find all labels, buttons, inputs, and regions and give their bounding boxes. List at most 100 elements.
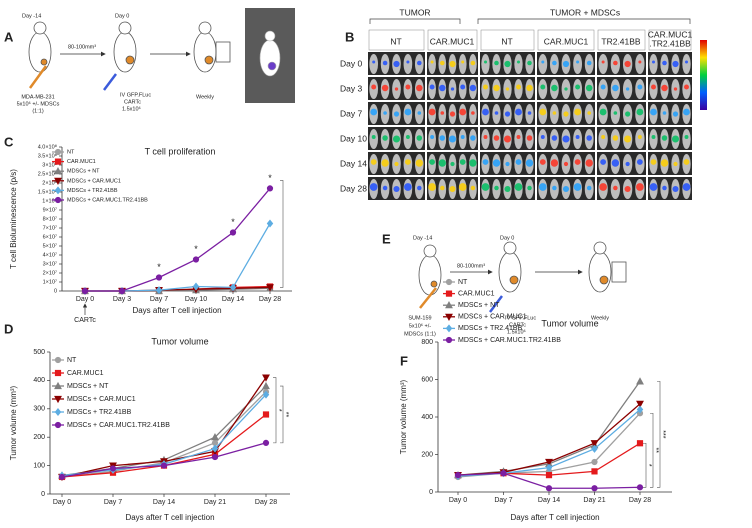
signal bbox=[625, 161, 630, 167]
signal bbox=[460, 135, 465, 139]
marker bbox=[54, 158, 62, 165]
marker bbox=[454, 472, 462, 479]
signal bbox=[440, 185, 445, 191]
signal bbox=[601, 60, 605, 64]
marker bbox=[155, 286, 163, 295]
y-tick-label: 1×10⁸ bbox=[42, 197, 57, 204]
signal bbox=[662, 185, 667, 191]
x-tick-label: Day 28 bbox=[259, 296, 281, 303]
column-label: NT bbox=[390, 36, 401, 46]
signal bbox=[672, 111, 679, 117]
bracket bbox=[477, 18, 691, 24]
signal bbox=[587, 111, 591, 115]
signal bbox=[416, 135, 423, 141]
signal bbox=[538, 183, 547, 191]
mouse-image bbox=[458, 129, 467, 149]
y-tick-label: 3×10⁷ bbox=[43, 260, 57, 267]
y-tick-label: 300 bbox=[33, 406, 45, 413]
signal bbox=[526, 84, 533, 92]
signal bbox=[671, 135, 680, 143]
signal bbox=[471, 111, 475, 115]
marker bbox=[229, 283, 237, 292]
marker bbox=[266, 219, 274, 228]
legend-label: MDSCs + CAR.MUC1.TR2.41BB bbox=[458, 337, 561, 344]
cell-text: MDA-MB-231 bbox=[21, 94, 54, 100]
annotation: CARTc bbox=[74, 317, 96, 324]
legend-label: MDSCs + NT bbox=[67, 383, 109, 390]
legend-label: MDSCs + CAR.MUC1.TR2.41BB bbox=[67, 197, 148, 203]
signal bbox=[406, 60, 410, 64]
mouse-image bbox=[649, 129, 658, 149]
signal bbox=[661, 84, 668, 92]
signal bbox=[405, 135, 410, 139]
signal bbox=[382, 135, 388, 141]
header-box bbox=[427, 29, 478, 51]
signal bbox=[673, 87, 678, 91]
signal bbox=[470, 185, 476, 191]
marker bbox=[445, 301, 453, 309]
x-tick-label: Day 28 bbox=[629, 497, 651, 504]
panel-letter: B bbox=[345, 29, 354, 44]
y-tick-label: 2×10⁷ bbox=[43, 269, 57, 276]
legend-label: MDSCs + CAR.MUC1 bbox=[458, 314, 527, 321]
marker bbox=[445, 290, 453, 297]
signal bbox=[684, 135, 689, 139]
size-label: 80-100mm³ bbox=[457, 263, 485, 269]
mouse-image bbox=[635, 54, 645, 74]
signal bbox=[392, 135, 401, 143]
y-tick-label: 7×10⁷ bbox=[43, 224, 57, 231]
panel-letter: D bbox=[4, 321, 13, 336]
bracket bbox=[280, 385, 284, 444]
x-tick-label: Day 0 bbox=[449, 497, 467, 504]
legend-label: MDSCs + CAR.MUC1 bbox=[67, 396, 136, 403]
x-tick-label: Day 14 bbox=[222, 296, 244, 303]
day-label: Day -14 bbox=[22, 13, 41, 19]
marker bbox=[229, 229, 237, 236]
signal bbox=[613, 60, 618, 66]
x-axis-title: Days after T cell injection bbox=[132, 306, 221, 315]
signal bbox=[684, 84, 689, 90]
injection-text: IV GFP.FLuc bbox=[505, 315, 536, 321]
x-tick-label: Day 28 bbox=[255, 499, 277, 506]
signal bbox=[481, 183, 490, 191]
signal bbox=[562, 135, 570, 143]
signal bbox=[660, 159, 669, 167]
image-tile bbox=[648, 77, 692, 100]
imager bbox=[611, 261, 627, 283]
y-tick-label: 0 bbox=[54, 288, 57, 294]
signal bbox=[371, 84, 377, 90]
signal bbox=[517, 60, 520, 64]
header-box bbox=[537, 29, 595, 51]
syringe bbox=[419, 287, 437, 309]
marker bbox=[591, 485, 598, 492]
schedule-text: Weekly bbox=[591, 315, 609, 321]
row-label: Day 7 bbox=[340, 108, 362, 118]
signal bbox=[492, 159, 501, 167]
signal bbox=[586, 135, 592, 141]
signal bbox=[493, 135, 500, 141]
marker bbox=[445, 278, 453, 286]
signal bbox=[527, 111, 532, 115]
y-tick-label: 600 bbox=[421, 376, 433, 383]
marker bbox=[445, 313, 453, 321]
y-tick-label: 3.5×10⁸ bbox=[38, 152, 57, 159]
signal bbox=[575, 135, 580, 139]
y-tick-label: 200 bbox=[421, 451, 433, 458]
signal bbox=[573, 183, 582, 191]
signal bbox=[438, 159, 446, 167]
signal bbox=[504, 60, 511, 68]
marker bbox=[192, 282, 200, 291]
signal bbox=[505, 161, 510, 167]
signal bbox=[370, 108, 378, 116]
signal bbox=[449, 185, 456, 193]
signal bbox=[416, 84, 423, 92]
header-box bbox=[480, 29, 535, 51]
marker bbox=[262, 381, 270, 390]
injection-text: CARTc bbox=[509, 322, 526, 328]
signal bbox=[505, 87, 510, 91]
signal bbox=[586, 60, 592, 66]
x-axis-title: Days after T cell injection bbox=[510, 513, 599, 522]
marker bbox=[545, 485, 553, 492]
bracket bbox=[643, 442, 647, 488]
injection-text: IV GFP.FLuc bbox=[120, 92, 151, 98]
